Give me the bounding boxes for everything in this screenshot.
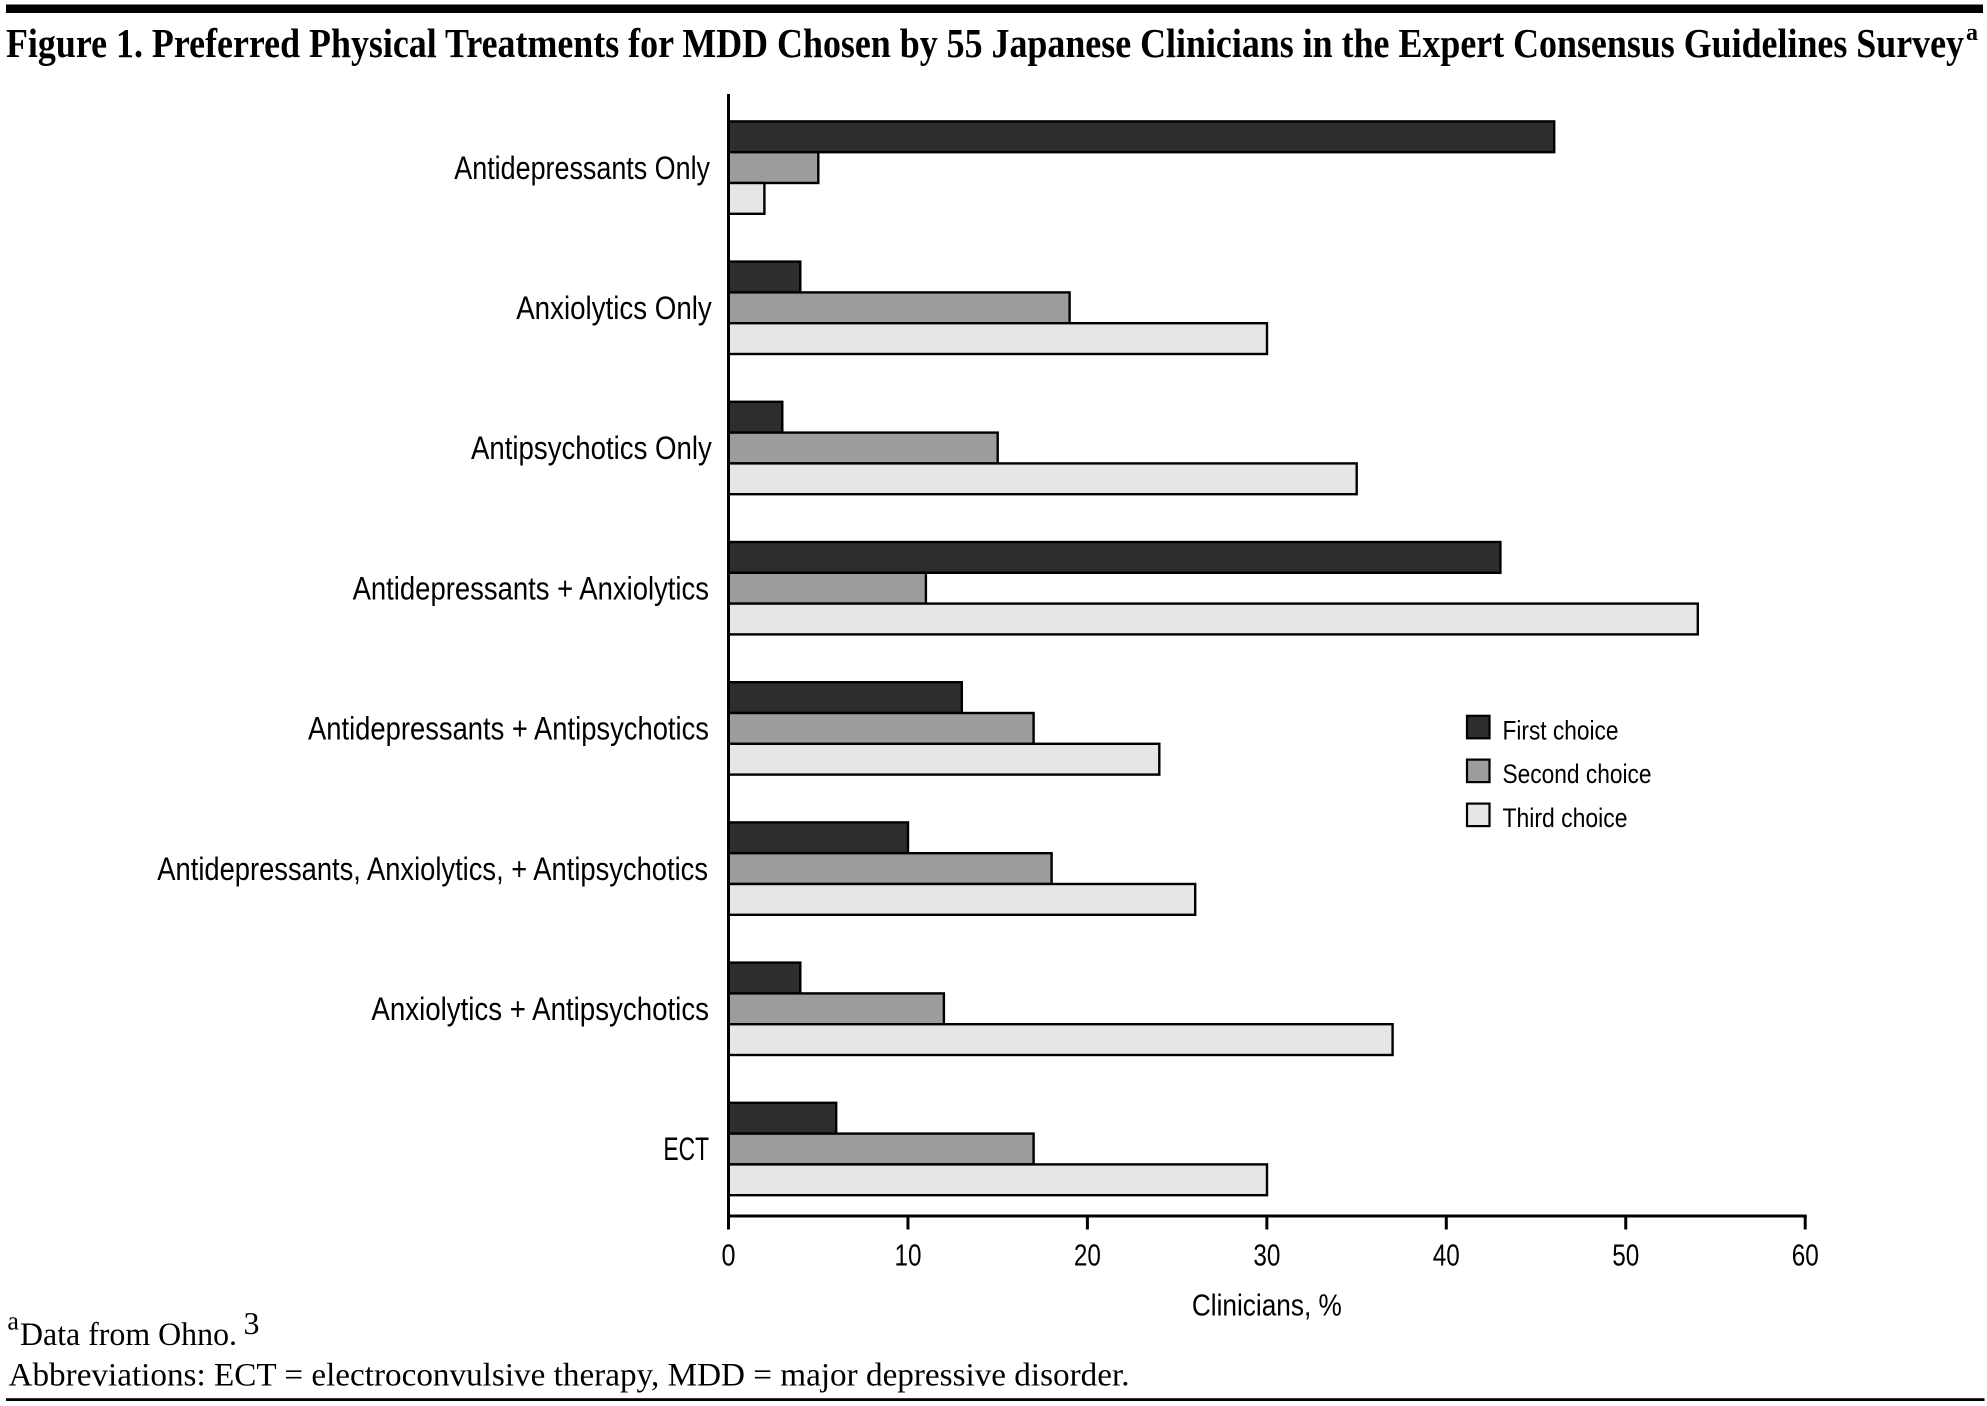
svg-text:20: 20: [1074, 1238, 1101, 1273]
svg-text:30: 30: [1253, 1238, 1280, 1273]
svg-text:Clinicians, %: Clinicians, %: [1192, 1288, 1342, 1323]
svg-text:Antidepressants, Anxiolytics,: Antidepressants, Anxiolytics, + Antipsyc…: [157, 851, 708, 887]
svg-text:Anxiolytics Only: Anxiolytics Only: [516, 290, 712, 326]
svg-text:Third choice: Third choice: [1503, 803, 1628, 833]
svg-text:Abbreviations: ECT = electroco: Abbreviations: ECT = electroconvulsive t…: [9, 1358, 1130, 1394]
svg-text:Antidepressants + Anxiolytics: Antidepressants + Anxiolytics: [353, 570, 709, 606]
svg-text:40: 40: [1433, 1238, 1460, 1273]
svg-text:Second choice: Second choice: [1503, 759, 1652, 789]
svg-text:Antipsychotics Only: Antipsychotics Only: [471, 430, 712, 466]
svg-text:3: 3: [244, 1305, 260, 1341]
svg-text:60: 60: [1792, 1238, 1819, 1273]
svg-text:50: 50: [1612, 1238, 1639, 1273]
svg-text:Antidepressants + Antipsychoti: Antidepressants + Antipsychotics: [308, 711, 709, 747]
svg-text:Data from Ohno.: Data from Ohno.: [20, 1317, 237, 1353]
svg-text:0: 0: [722, 1238, 736, 1273]
svg-text:First choice: First choice: [1503, 715, 1619, 745]
svg-text:ECT: ECT: [663, 1131, 709, 1167]
svg-text:10: 10: [894, 1238, 921, 1273]
svg-text:a: a: [7, 1307, 19, 1336]
svg-text:Antidepressants Only: Antidepressants Only: [454, 150, 710, 186]
svg-text:Figure 1. Preferred Physical T: Figure 1. Preferred Physical Treatments …: [6, 20, 1964, 66]
svg-text:Anxiolytics + Antipsychotics: Anxiolytics + Antipsychotics: [371, 991, 709, 1027]
svg-text:a: a: [1966, 20, 1978, 46]
